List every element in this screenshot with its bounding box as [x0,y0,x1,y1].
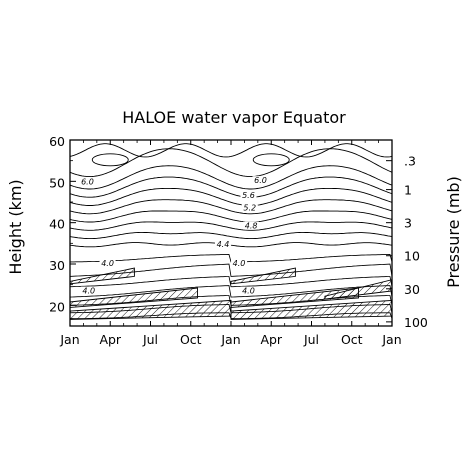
hatched-region [70,267,135,285]
contour-label-bg [241,203,258,212]
contour-closed [252,153,290,167]
contour-label: 5.2 [243,203,256,212]
hatched-region [70,287,198,308]
contour-label: 6.0 [254,176,267,185]
contour-label-bg [79,177,96,186]
y-axis-left: 20 30 40 50 60 [49,134,76,327]
contour-line [70,143,392,158]
pressure-tick-label: .3 [404,154,416,169]
contour-line [70,295,392,306]
contour-line [70,199,392,215]
hatched-region [230,267,296,285]
x-tick-label: Jul [303,332,319,347]
x-tick-label: Apr [99,332,121,347]
contour-label-bg [243,221,260,230]
contour-label-bg [240,286,257,295]
contour-line [70,148,392,178]
pressure-tick-label: 1 [404,183,412,198]
y-tick-label: 40 [49,217,65,232]
contour-label-bg [214,240,231,249]
y-axis-title-left: Height (km) [6,179,25,274]
contour-line [70,263,392,277]
contour-label: 5.6 [242,191,255,200]
contour-line [70,285,392,298]
contour-label: 4.0 [242,287,255,296]
contour-label: 4.0 [82,287,95,296]
chart-title: HALOE water vapor Equator [122,108,346,127]
contour-line [70,276,392,288]
contour-label-bg [252,176,269,185]
contour-line [70,210,392,223]
y-tick-label: 50 [49,175,65,190]
hatched-region [230,299,392,320]
pressure-tick-label: 10 [404,249,420,264]
contour-label: 4.4 [217,240,230,249]
y-tick-label: 30 [49,258,65,273]
contour-label-bg [80,286,97,295]
contour-line [70,221,392,231]
hatched-region [324,279,392,300]
contour-line [70,254,392,263]
x-axis: Jan Apr Jul Oct Jan Apr Jul Oct Jan [59,140,402,347]
y-tick-label: 60 [49,134,65,149]
contour-label: 6.0 [81,177,94,186]
x-tick-label: Jan [59,332,79,347]
contour-line [70,187,392,206]
contour-line [70,165,392,190]
y-tick-label: 20 [49,299,65,314]
x-tick-label: Jan [381,332,401,347]
contour-label-bg [240,191,257,200]
contour-line [70,312,392,320]
contour-label-bg [231,259,248,268]
contour-labels: 6.0 6.0 5.6 5.2 4.8 4.4 4.0 4.0 4.0 4.0 [79,176,269,296]
y-axis-title-right: Pressure (mb) [444,176,463,288]
contour-label: 4.0 [233,259,246,268]
contour-label: 4.0 [101,259,114,268]
x-tick-label: Oct [341,332,363,347]
contour-label-bg [99,259,116,268]
pressure-tick-label: 100 [404,315,428,330]
contour-closed [91,153,129,167]
contour-line [70,231,392,240]
y-axis-right: .3 1 3 10 30 100 [386,154,428,330]
x-tick-label: Apr [260,332,282,347]
pressure-tick-label: 30 [404,282,420,297]
x-tick-label: Jul [142,332,158,347]
pressure-tick-label: 3 [404,216,412,231]
contour-line [70,242,392,248]
x-tick-label: Oct [180,332,202,347]
x-tick-label: Jan [220,332,240,347]
contour-line [70,176,392,198]
contour-lines [70,143,392,320]
contour-label: 4.8 [245,222,258,231]
shaded-minimum-regions [70,267,392,320]
contour-line [70,304,392,314]
hatched-region [70,299,232,320]
